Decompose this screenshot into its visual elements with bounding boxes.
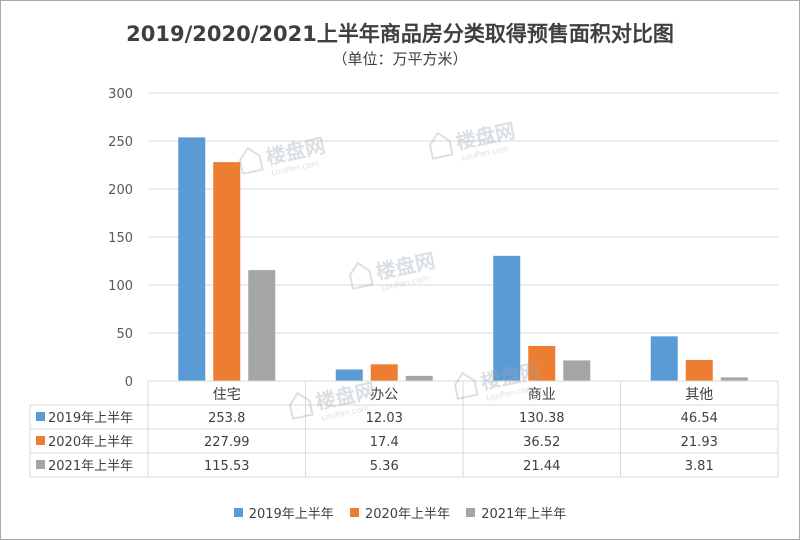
y-tick-label: 100	[108, 279, 133, 294]
y-axis-ticks: 0 50 100 150 200 250 300	[108, 87, 133, 390]
y-tick-label: 50	[116, 327, 133, 342]
bar	[685, 359, 713, 381]
legend-label-2019: 2019年上半年	[248, 507, 334, 522]
category-label: 办公	[370, 387, 398, 403]
table-series-swatch	[36, 436, 45, 445]
bar	[563, 360, 591, 381]
y-tick-label: 200	[108, 183, 133, 198]
category-label: 商业	[528, 387, 556, 403]
data-label: 227.99	[204, 435, 250, 450]
watermark-house-icon	[238, 146, 264, 175]
bars	[178, 137, 748, 381]
data-label: 36.52	[523, 435, 560, 450]
chart-title: 2019/2020/2021上半年商品房分类取得预售面积对比图	[126, 22, 674, 46]
data-label: 12.03	[366, 411, 403, 426]
category-label: 住宅	[213, 387, 241, 403]
data-label: 21.44	[523, 459, 560, 474]
category-label: 其他	[685, 387, 713, 403]
watermark-house-icon	[453, 371, 479, 400]
watermark-house-icon	[348, 261, 374, 290]
y-tick-label: 300	[108, 87, 133, 102]
bar	[720, 377, 748, 381]
table-series-swatch	[36, 460, 45, 469]
bar	[528, 345, 556, 381]
data-label: 21.93	[681, 435, 718, 450]
bar	[405, 375, 433, 381]
data-label: 5.36	[370, 459, 399, 474]
y-tick-label: 250	[108, 135, 133, 150]
chart-subtitle: （单位：万平方米）	[332, 50, 468, 68]
bar	[248, 270, 276, 381]
data-table: 住宅 办公 商业 其他 2019年上半年 253.8 12.03 130.38 46.54 202…	[29, 380, 779, 478]
bar	[335, 369, 363, 381]
legend-label-2020: 2020年上半年	[364, 507, 451, 522]
legend: 2019年上半年 2020年上半年 2021年上半年	[0, 503, 800, 522]
legend-item-2020: 2020年上半年	[349, 503, 451, 522]
legend-swatch-2021	[466, 508, 476, 517]
table-series-name: 2019年上半年	[48, 411, 133, 426]
data-label: 17.4	[370, 435, 399, 450]
legend-item-2021: 2021年上半年	[466, 503, 566, 522]
legend-swatch-2020	[349, 508, 359, 517]
data-label: 46.54	[681, 411, 718, 426]
data-label: 130.38	[519, 411, 565, 426]
legend-swatch-2019	[233, 508, 243, 517]
legend-label-2021: 2021年上半年	[481, 507, 567, 522]
bar	[493, 255, 521, 381]
data-label: 115.53	[204, 459, 250, 474]
watermark-house-icon	[288, 391, 314, 420]
data-label: 253.8	[208, 411, 245, 426]
bar	[650, 336, 678, 381]
bar	[370, 364, 398, 381]
watermark-house-icon	[428, 131, 454, 160]
legend-item-2019: 2019年上半年	[233, 503, 334, 522]
y-tick-label: 0	[125, 375, 133, 390]
table-series-name: 2020年上半年	[48, 435, 133, 450]
table-series-swatch	[36, 412, 45, 421]
table-series-name: 2021年上半年	[48, 459, 133, 474]
bar	[213, 162, 241, 381]
bar	[178, 137, 206, 381]
y-tick-label: 150	[108, 231, 133, 246]
data-label: 3.81	[685, 459, 714, 474]
